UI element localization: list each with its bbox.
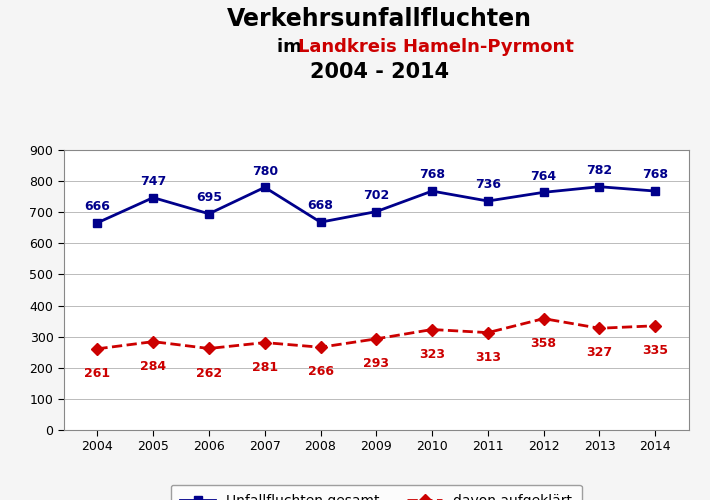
Text: 327: 327: [586, 346, 613, 360]
Text: 702: 702: [364, 189, 389, 202]
Text: 695: 695: [196, 191, 222, 204]
Text: 2004 - 2014: 2004 - 2014: [310, 62, 449, 82]
Text: 266: 266: [307, 366, 334, 378]
Text: 323: 323: [419, 348, 445, 360]
Text: 736: 736: [475, 178, 501, 192]
Text: 666: 666: [84, 200, 110, 213]
Text: 281: 281: [251, 360, 278, 374]
Text: 335: 335: [643, 344, 668, 357]
Text: 293: 293: [364, 357, 389, 370]
Text: 768: 768: [643, 168, 668, 181]
Text: 668: 668: [307, 200, 334, 212]
Text: 262: 262: [196, 366, 222, 380]
Text: 284: 284: [140, 360, 166, 372]
Text: Verkehrsunfallfluchten: Verkehrsunfallfluchten: [227, 8, 532, 32]
Text: 780: 780: [251, 164, 278, 177]
Text: 313: 313: [475, 350, 501, 364]
Text: 358: 358: [530, 336, 557, 349]
Text: 747: 747: [140, 175, 166, 188]
Text: Landkreis Hameln-Pyrmont: Landkreis Hameln-Pyrmont: [298, 38, 574, 56]
Text: 782: 782: [586, 164, 613, 177]
Text: im: im: [277, 38, 308, 56]
Text: 768: 768: [419, 168, 445, 181]
Text: 261: 261: [84, 367, 111, 380]
Text: 764: 764: [530, 170, 557, 182]
Legend: Unfallfluchten gesamt, davon aufgeklärt: Unfallfluchten gesamt, davon aufgeklärt: [170, 484, 582, 500]
